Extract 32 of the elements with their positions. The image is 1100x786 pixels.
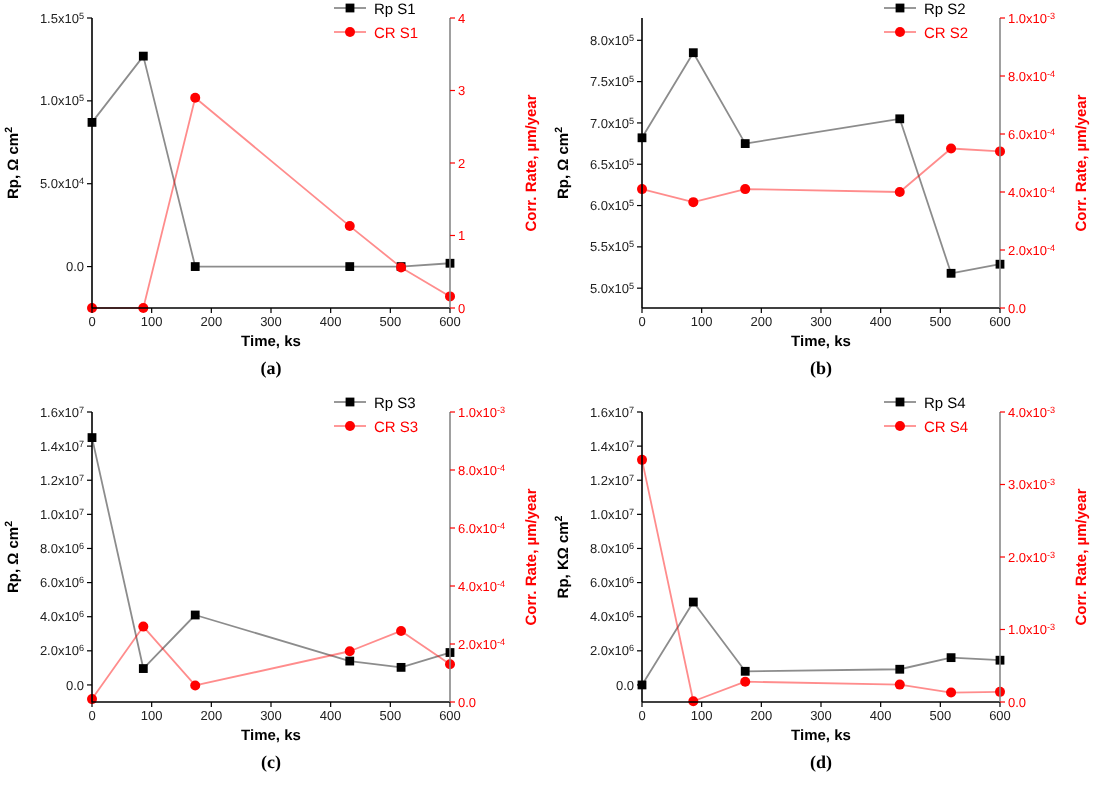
text: (d)	[810, 752, 832, 772]
point	[740, 666, 750, 676]
point	[138, 621, 149, 632]
point	[138, 51, 148, 61]
point	[894, 187, 905, 197]
point	[345, 262, 355, 271]
point	[895, 664, 905, 674]
point	[946, 653, 956, 663]
point	[740, 184, 751, 195]
text: (a)	[260, 358, 282, 378]
point	[946, 687, 957, 698]
point	[396, 662, 406, 672]
point	[138, 664, 148, 673]
point	[946, 268, 956, 278]
point	[190, 610, 200, 620]
point	[190, 680, 201, 691]
point	[396, 625, 407, 636]
text: (b)	[810, 358, 832, 378]
point	[345, 656, 355, 666]
point	[688, 197, 699, 208]
text: (c)	[261, 752, 281, 772]
point	[344, 646, 355, 657]
point	[740, 676, 751, 687]
point	[946, 143, 957, 154]
point	[344, 221, 355, 232]
point	[190, 262, 200, 271]
point	[688, 48, 698, 58]
point	[688, 597, 698, 607]
point	[740, 139, 750, 148]
point	[190, 92, 201, 103]
point	[895, 114, 905, 124]
point	[894, 679, 905, 690]
